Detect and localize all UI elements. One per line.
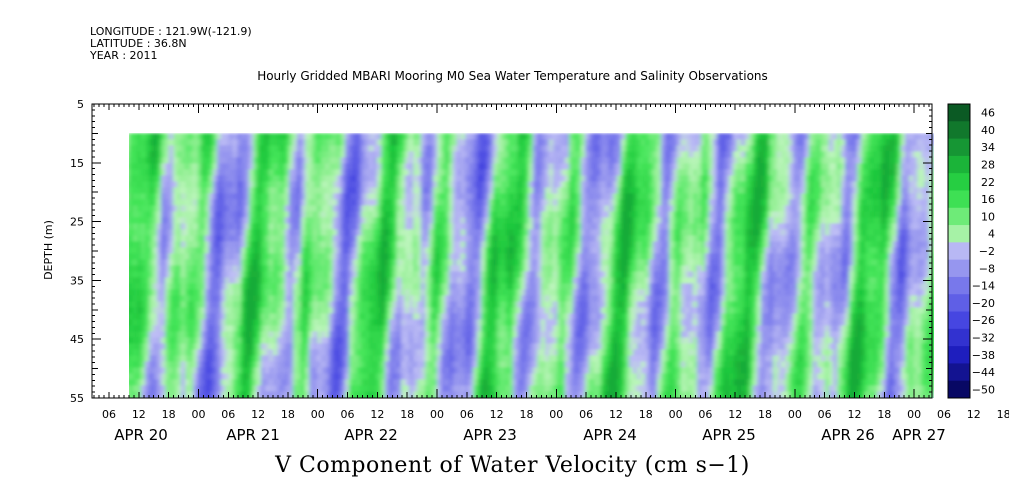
colorbar-label: −14 [972,280,995,293]
colorbar-label: 34 [981,141,995,154]
latitude-label: LATITUDE : 36.8N [90,37,187,50]
x-hour-tick-label: 06 [341,408,355,421]
x-hour-tick-label: 12 [251,408,265,421]
colorbar-swatch [948,380,970,399]
chart-title: Hourly Gridded MBARI Mooring M0 Sea Wate… [257,69,768,83]
heatmap-field [129,133,934,398]
colorbar-label: −26 [972,314,995,327]
colorbar-swatch [948,346,970,364]
x-day-label: APR 24 [583,426,637,444]
colorbar-swatch [948,328,970,347]
colorbar-label: 40 [981,124,995,137]
colorbar-swatch [948,311,970,330]
x-hour-tick-label: 06 [221,408,235,421]
colorbar-label: −2 [979,245,995,258]
x-axis-title: V Component of Water Velocity (cm s−1) [275,453,750,478]
colorbar-swatch [948,242,970,261]
x-hour-tick-label: 18 [758,408,772,421]
colorbar-swatch [948,294,970,313]
colorbar-label: −50 [972,383,995,396]
colorbar-label: 28 [981,159,995,172]
x-hour-tick-label: 12 [967,408,981,421]
y-tick-label: 55 [70,392,84,405]
colorbar-label: 46 [981,107,995,120]
x-hour-tick-label: 06 [102,408,116,421]
x-day-label: APR 25 [702,426,756,444]
year-label: YEAR : 2011 [90,49,158,62]
colorbar-label: 4 [988,228,995,241]
x-day-label: APR 27 [892,426,946,444]
x-hour-tick-label: 00 [669,408,683,421]
x-hour-tick-label: 12 [132,408,146,421]
x-hour-tick-label: 06 [818,408,832,421]
x-hour-tick-label: 18 [162,408,176,421]
x-day-label: APR 20 [114,426,168,444]
x-day-label: APR 21 [226,426,280,444]
heatmap-cells [129,133,934,398]
x-hour-tick-label: 06 [460,408,474,421]
x-hour-tick-label: 00 [430,408,444,421]
colorbar-label: 10 [981,210,995,223]
colorbar-label: −32 [972,331,995,344]
y-axis-label: DEPTH (m) [42,220,55,280]
colorbar-swatch [948,207,970,226]
colorbar-swatch [948,225,970,243]
x-hour-tick-label: 12 [728,408,742,421]
colorbar-swatch [948,121,970,140]
x-hour-tick-label: 18 [877,408,891,421]
colorbar-swatch [948,190,970,209]
y-tick-label: 45 [70,333,84,346]
x-hour-tick-label: 00 [549,408,563,421]
colorbar-swatch [948,173,970,191]
colorbar-label: −44 [972,366,995,379]
colorbar-swatch [948,363,970,382]
colorbar: 46 40 34 28 22 16 10 4 −2 −8 −14 −20 −26 −32 −38 −44 −50 [947,103,995,399]
x-hour-tick-label: 00 [907,408,921,421]
colorbar-frame [947,103,971,399]
colorbar-swatch [948,155,970,174]
y-tick-label: 35 [70,274,84,287]
x-hour-tick-label: 18 [281,408,295,421]
colorbar-label: −20 [972,297,995,310]
x-day-label: APR 26 [821,426,875,444]
x-hour-tick-label: 06 [698,408,712,421]
x-hour-tick-label: 00 [788,408,802,421]
colorbar-swatch [948,104,970,122]
colorbar-label: 22 [981,176,995,189]
x-hour-tick-label: 12 [370,408,384,421]
colorbar-swatch [948,276,970,295]
x-hour-tick-label: 06 [937,408,951,421]
colorbar-label: 16 [981,193,995,206]
y-tick-label: 5 [77,98,84,111]
x-hour-tick-label: 18 [400,408,414,421]
colorbar-label: −8 [979,262,995,275]
x-hour-tick-label: 18 [519,408,533,421]
y-tick-label: 25 [70,216,84,229]
x-day-label: APR 22 [344,426,398,444]
colorbar-label: −38 [972,349,995,362]
x-hour-tick-label: 12 [848,408,862,421]
x-hour-tick-label: 00 [311,408,325,421]
longitude-label: LONGITUDE : 121.9W(-121.9) [90,25,252,38]
colorbar-swatch [948,138,970,157]
x-hour-tick-label: 18 [639,408,653,421]
colorbar-swatch [948,259,970,278]
x-day-label: APR 23 [463,426,517,444]
x-hour-tick-label: 00 [191,408,205,421]
x-hour-tick-label: 06 [579,408,593,421]
x-hour-tick-label: 12 [609,408,623,421]
x-hour-tick-label: 18 [997,408,1009,421]
x-hour-tick-label: 12 [490,408,504,421]
y-tick-label: 15 [70,157,84,170]
